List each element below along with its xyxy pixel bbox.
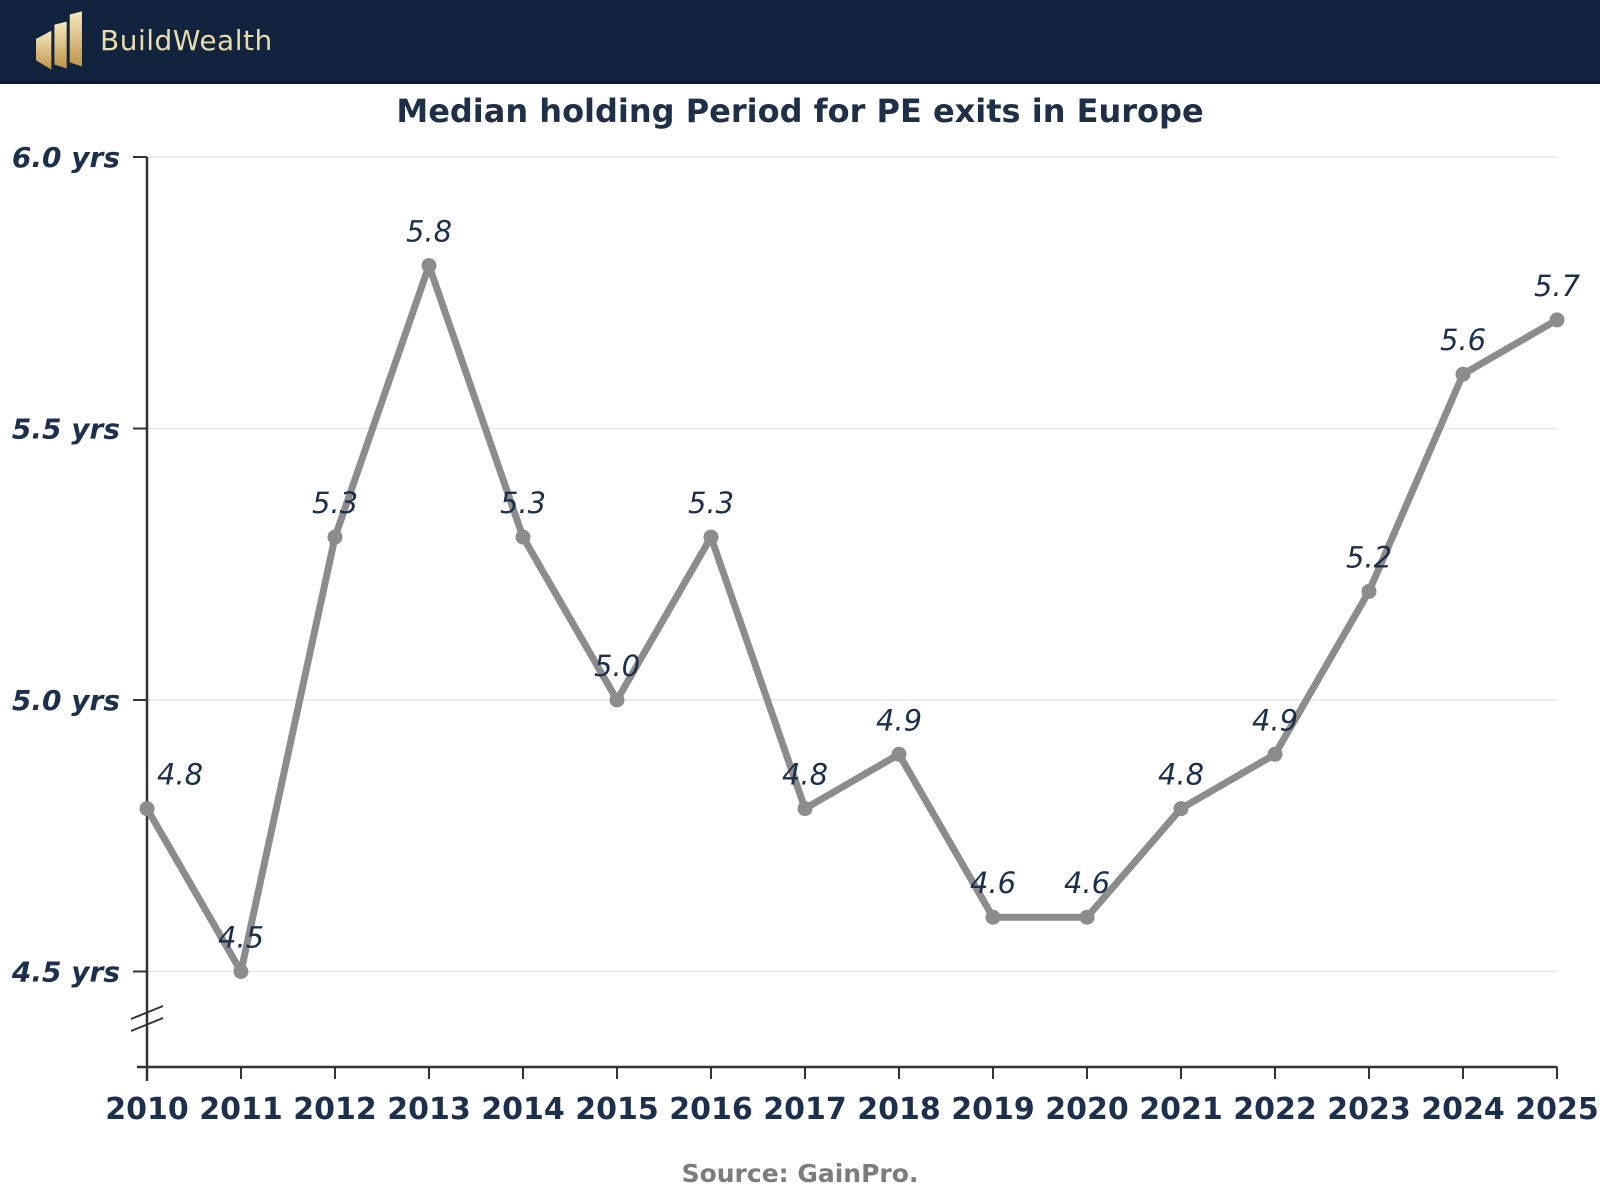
source-caption: Source: GainPro. bbox=[681, 1159, 919, 1188]
x-axis-label-2015: 2015 bbox=[575, 1092, 659, 1127]
data-label-2017: 4.8 bbox=[782, 758, 828, 792]
y-axis-label: 6.0 yrs bbox=[12, 141, 120, 174]
x-axis-label-2025: 2025 bbox=[1515, 1092, 1599, 1127]
data-point-2013 bbox=[421, 258, 437, 274]
buildwealth-logo bbox=[34, 10, 84, 72]
data-label-2016: 5.3 bbox=[688, 486, 734, 520]
buildwealth-logo-icon bbox=[36, 10, 82, 70]
data-label-2023: 5.2 bbox=[1346, 540, 1392, 574]
trend-line bbox=[143, 262, 1561, 975]
data-point-2010 bbox=[139, 801, 155, 817]
data-label-2022: 4.9 bbox=[1252, 703, 1298, 737]
brand-name: BuildWealth bbox=[100, 24, 273, 57]
logo-bar-medium bbox=[54, 21, 67, 69]
data-label-2014: 5.3 bbox=[500, 486, 546, 520]
data-point-2017 bbox=[797, 801, 813, 817]
data-label-2015: 5.0 bbox=[594, 649, 640, 683]
x-axis-label-2019: 2019 bbox=[951, 1092, 1035, 1127]
data-point-2025 bbox=[1549, 312, 1565, 328]
data-point-2018 bbox=[891, 746, 907, 762]
axis-break-slash bbox=[130, 1017, 164, 1032]
x-axis-label-2012: 2012 bbox=[293, 1092, 377, 1127]
data-label-2013: 5.8 bbox=[406, 215, 452, 249]
y-axis-label: 5.5 yrs bbox=[12, 413, 120, 446]
x-axis-label-2016: 2016 bbox=[669, 1092, 753, 1127]
axis-break-slash bbox=[130, 1005, 164, 1020]
x-axis-label-2021: 2021 bbox=[1139, 1092, 1223, 1127]
data-point-2021 bbox=[1173, 801, 1189, 817]
x-axis-label-2011: 2011 bbox=[199, 1092, 283, 1127]
x-axis-label-2020: 2020 bbox=[1045, 1092, 1129, 1127]
data-label-2021: 4.8 bbox=[1158, 758, 1204, 792]
data-point-2022 bbox=[1267, 746, 1283, 762]
data-point-2016 bbox=[703, 529, 719, 545]
data-label-2010: 4.8 bbox=[157, 758, 203, 792]
data-point-2023 bbox=[1361, 583, 1377, 599]
x-axis-label-2010: 2010 bbox=[105, 1092, 189, 1127]
data-point-2012 bbox=[327, 529, 343, 545]
data-label-2018: 4.9 bbox=[876, 703, 922, 737]
data-label-2011: 4.5 bbox=[218, 921, 264, 955]
data-label-2024: 5.6 bbox=[1440, 323, 1486, 357]
x-axis-label-2018: 2018 bbox=[857, 1092, 941, 1127]
chart-title: Median holding Period for PE exits in Eu… bbox=[396, 92, 1204, 130]
data-label-2019: 4.6 bbox=[970, 866, 1016, 900]
x-axis-label-2014: 2014 bbox=[481, 1092, 565, 1127]
header-bar: BuildWealth bbox=[0, 0, 1600, 84]
data-point-2014 bbox=[515, 529, 531, 545]
x-axis-label-2013: 2013 bbox=[387, 1092, 471, 1127]
data-point-2019 bbox=[985, 909, 1001, 925]
x-axis-label-2024: 2024 bbox=[1421, 1092, 1505, 1127]
data-label-2025: 5.7 bbox=[1534, 269, 1581, 303]
y-axis-label: 5.0 yrs bbox=[12, 684, 120, 717]
data-label-2012: 5.3 bbox=[312, 486, 358, 520]
x-axis-label-2017: 2017 bbox=[763, 1092, 847, 1127]
data-point-2011 bbox=[233, 964, 249, 979]
y-axis-label: 4.5 yrs bbox=[11, 956, 120, 989]
data-label-2020: 4.6 bbox=[1064, 866, 1110, 900]
x-axis-label-2022: 2022 bbox=[1233, 1092, 1317, 1127]
data-point-2020 bbox=[1079, 909, 1095, 925]
x-axis-label-2023: 2023 bbox=[1327, 1092, 1411, 1127]
logo-bar-short bbox=[36, 30, 52, 70]
data-point-2024 bbox=[1455, 366, 1471, 382]
logo-bar-tall bbox=[69, 10, 82, 67]
data-point-2015 bbox=[609, 692, 625, 708]
